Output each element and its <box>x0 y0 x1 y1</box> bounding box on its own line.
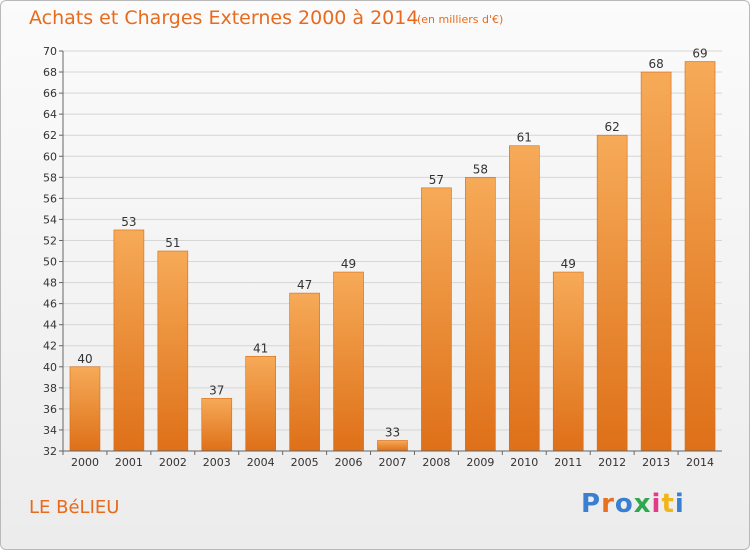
logo-letter: x <box>633 489 652 519</box>
y-tick-label: 34 <box>43 424 57 437</box>
data-label: 37 <box>209 383 224 397</box>
data-label: 41 <box>253 341 268 355</box>
y-tick-label: 60 <box>43 150 57 163</box>
x-tick-label: 2005 <box>291 456 319 469</box>
y-tick-label: 38 <box>43 382 57 395</box>
bar-2007 <box>377 440 408 452</box>
y-axis: 32 34 36 38 40 42 44 46 48 50 52 54 56 58 60 62 64 66 68 70 <box>43 45 64 458</box>
bars: 40 53 51 37 41 47 49 33 57 58 61 49 62 68 69 <box>69 47 716 452</box>
y-tick-label: 66 <box>43 87 57 100</box>
x-tick-label: 2010 <box>510 456 538 469</box>
x-tick-label: 2013 <box>642 456 670 469</box>
bar-2003 <box>201 398 233 452</box>
bar-2004 <box>245 355 276 452</box>
bar-2012 <box>596 134 628 452</box>
bar-2000 <box>69 366 101 452</box>
y-tick-label: 36 <box>43 403 57 416</box>
logo-letter: t <box>661 489 675 519</box>
chart-title: Achats et Charges Externes 2000 à 2014 <box>29 7 419 29</box>
y-tick-label: 70 <box>43 45 57 58</box>
y-tick-label: 50 <box>43 256 57 269</box>
data-label: 53 <box>121 215 136 229</box>
y-tick-label: 64 <box>43 108 57 121</box>
logo-letter: i <box>651 489 662 519</box>
data-label: 49 <box>561 257 576 271</box>
x-tick-label: 2007 <box>379 456 407 469</box>
y-tick-label: 46 <box>43 298 57 311</box>
y-tick-label: 48 <box>43 277 57 290</box>
data-label: 69 <box>692 47 707 61</box>
data-label: 58 <box>473 162 488 176</box>
y-tick-label: 62 <box>43 129 57 142</box>
logo-letter: P <box>581 489 602 519</box>
logo-letter: o <box>614 489 634 519</box>
y-tick-label: 52 <box>43 234 57 247</box>
data-label: 61 <box>517 131 532 145</box>
x-tick-label: 2008 <box>422 456 450 469</box>
bar-2013 <box>640 71 672 452</box>
bar-2014 <box>684 61 716 452</box>
data-label: 49 <box>341 257 356 271</box>
bar-2001 <box>113 229 145 452</box>
bar-2011 <box>552 271 584 452</box>
x-tick-label: 2003 <box>203 456 231 469</box>
y-tick-label: 68 <box>43 66 57 79</box>
data-label: 40 <box>77 352 92 366</box>
y-tick-label: 32 <box>43 445 57 458</box>
data-label: 47 <box>297 278 312 292</box>
x-tick-label: 2006 <box>335 456 363 469</box>
data-label: 33 <box>385 425 400 439</box>
proxiti-logo: Proxiti <box>581 489 685 519</box>
y-tick-label: 44 <box>43 319 57 332</box>
x-tick-label: 2001 <box>115 456 143 469</box>
bar-2005 <box>289 292 320 452</box>
x-tick-label: 2009 <box>466 456 494 469</box>
bar-2010 <box>508 145 540 452</box>
bar-2002 <box>157 250 189 452</box>
x-axis: 2000 2001 2002 2003 2004 2005 2006 2007 2008 2009… <box>62 450 722 469</box>
logo-letter: r <box>601 489 615 519</box>
y-tick-label: 54 <box>43 213 57 226</box>
data-label: 51 <box>165 236 180 250</box>
x-tick-label: 2012 <box>598 456 626 469</box>
place-name: LE BéLIEU <box>29 497 120 518</box>
bar-2008 <box>421 187 452 452</box>
logo-letter: i <box>674 489 685 519</box>
bar-2009 <box>465 177 496 452</box>
x-tick-label: 2000 <box>71 456 99 469</box>
y-tick-label: 56 <box>43 192 57 205</box>
x-tick-label: 2004 <box>247 456 275 469</box>
y-tick-label: 58 <box>43 171 57 184</box>
y-tick-label: 40 <box>43 361 57 374</box>
y-tick-label: 42 <box>43 340 57 353</box>
bar-2006 <box>333 271 364 452</box>
chart-subtitle: (en milliers d'€) <box>417 13 504 26</box>
x-tick-label: 2014 <box>686 456 714 469</box>
x-tick-label: 2011 <box>554 456 582 469</box>
data-label: 68 <box>648 57 663 71</box>
x-tick-label: 2002 <box>159 456 187 469</box>
data-label: 57 <box>429 173 444 187</box>
data-label: 62 <box>605 120 620 134</box>
